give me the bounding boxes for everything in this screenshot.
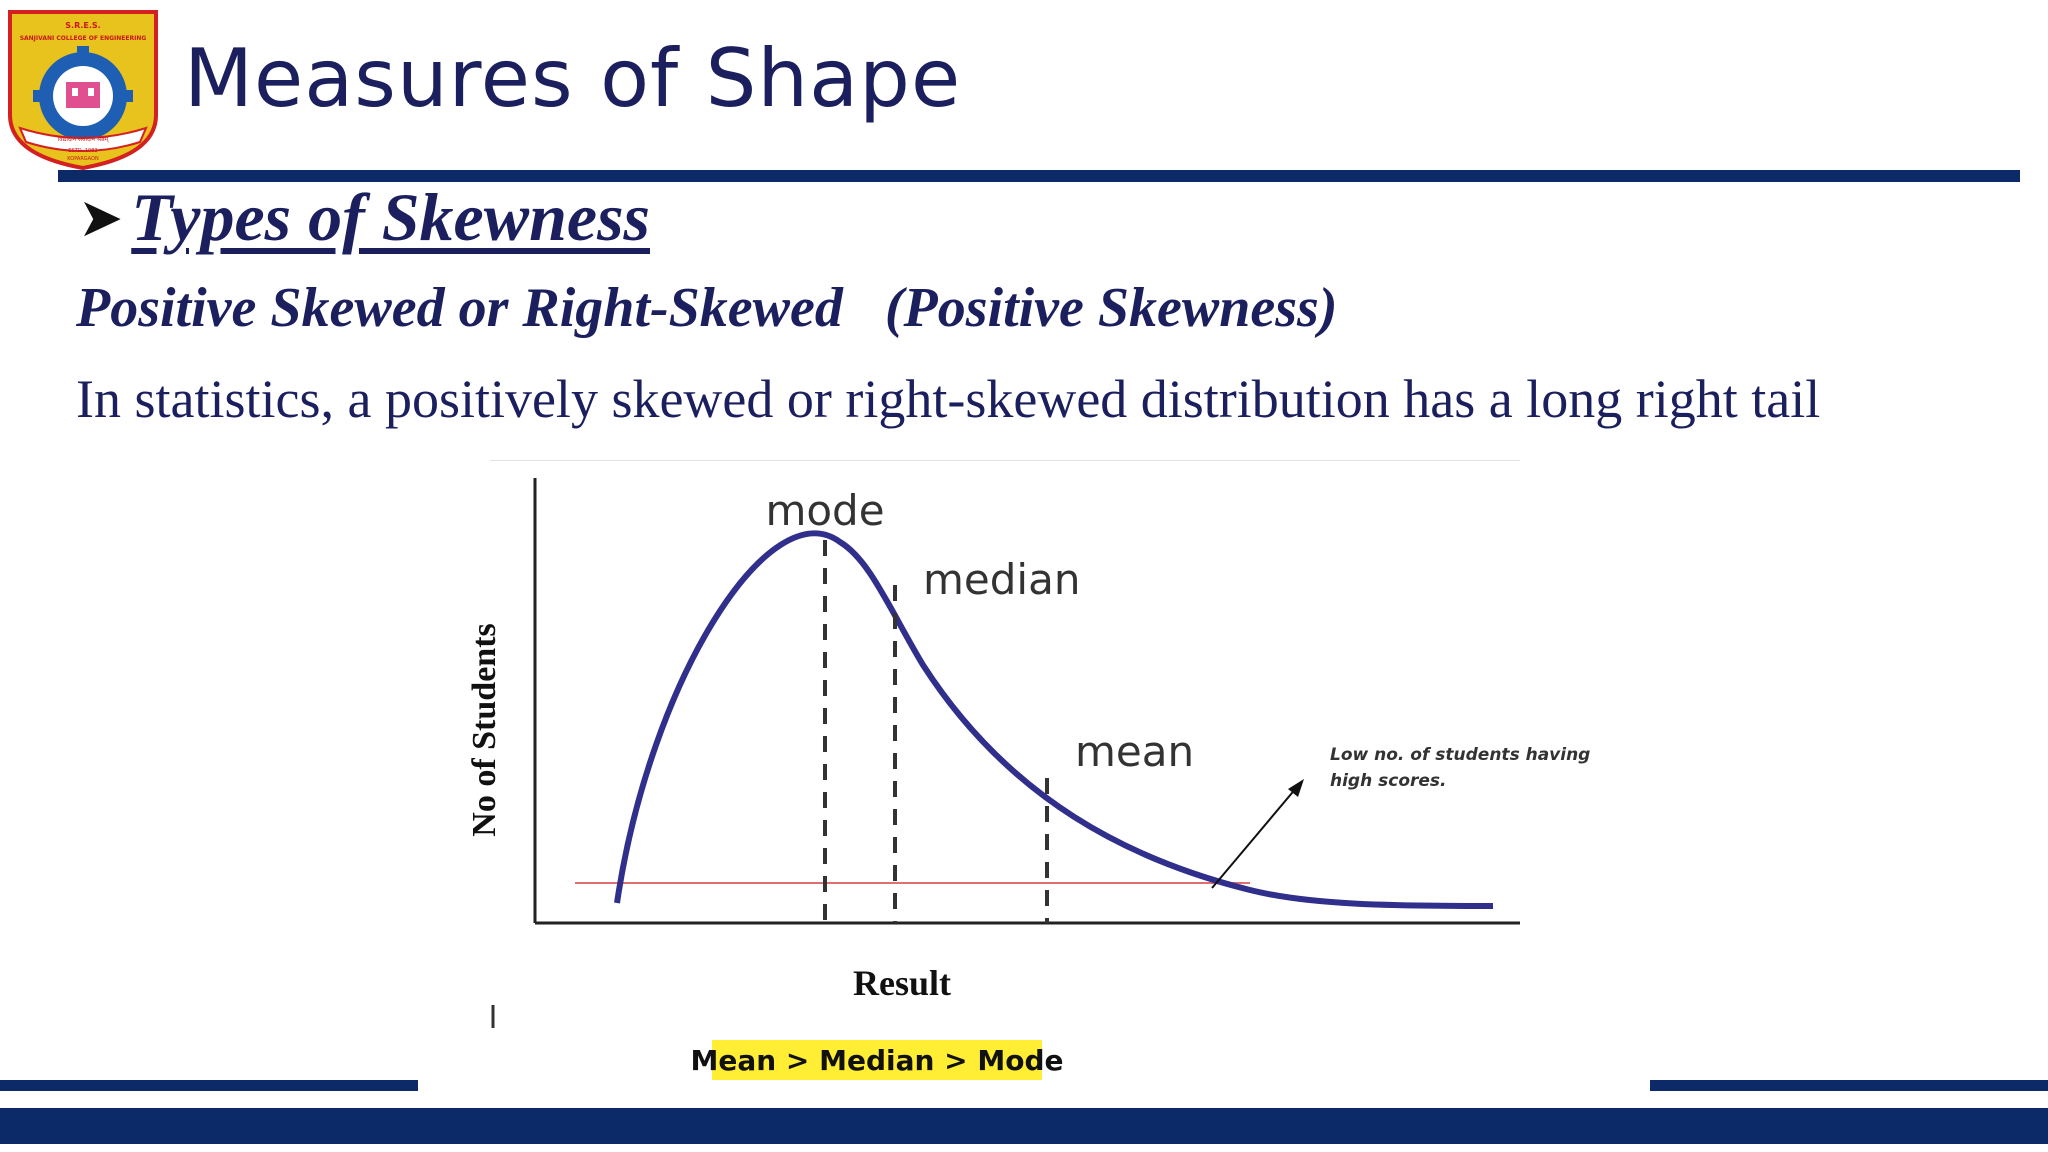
median-label: median (923, 555, 1080, 604)
title-divider (58, 170, 2020, 182)
skewness-diagram: mode median mean Low no. of students hav… (466, 460, 1590, 1080)
relation-text: Mean > Median > Mode (690, 1044, 1063, 1077)
svg-text:ESTD. 1983: ESTD. 1983 (68, 148, 97, 154)
footer-rule-right (1650, 1080, 2048, 1091)
college-logo: S.R.E.S. SANJIVANI COLLEGE OF ENGINEERIN… (8, 10, 158, 170)
relation-highlight (712, 1040, 1042, 1080)
svg-text:S.R.E.S.: S.R.E.S. (65, 21, 100, 30)
annotation-arrow (1211, 786, 1298, 889)
arrow-head-icon (1288, 779, 1304, 797)
skewed-curve (614, 530, 1494, 909)
svg-text:विद्यादान सर्वादान श्रेष्ठम्: विद्यादान सर्वादान श्रेष्ठम् (58, 135, 109, 143)
footer-rule-left (0, 1080, 418, 1091)
svg-text:SANJIVANI COLLEGE OF ENGINEERI: SANJIVANI COLLEGE OF ENGINEERING (20, 35, 147, 42)
arrow-bullet-icon: ➤ (78, 188, 124, 248)
section-heading-row: ➤ Types of Skewness (78, 178, 650, 257)
svg-text:KOPARGAON: KOPARGAON (67, 156, 99, 162)
x-axis-label: Result (853, 963, 951, 1003)
section-heading: Types of Skewness (131, 179, 651, 255)
body-text: In statistics, a positively skewed or ri… (76, 369, 1821, 429)
annotation-line-2: high scores. (1330, 771, 1447, 791)
annotation-line-1: Low no. of students having (1330, 745, 1590, 765)
mode-label: mode (765, 486, 884, 535)
mean-label: mean (1075, 727, 1194, 776)
slide-title: Measures of Shape (184, 32, 962, 125)
subheading: Positive Skewed or Right-Skewed (Positiv… (76, 277, 1338, 339)
y-axis-label: No of Students (466, 623, 503, 836)
footer-bar (0, 1108, 2048, 1144)
